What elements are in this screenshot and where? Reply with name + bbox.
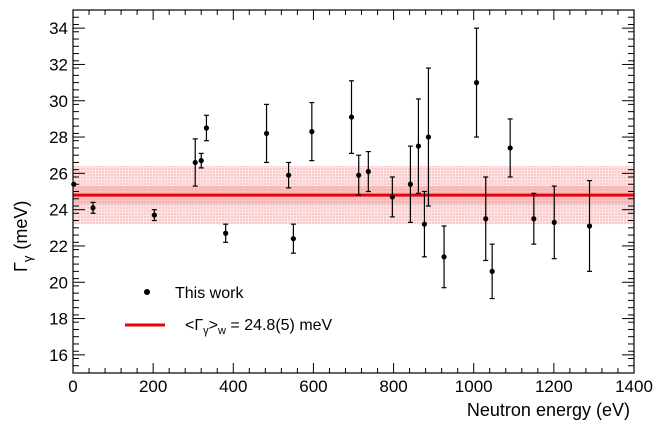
data-marker	[192, 159, 198, 166]
data-marker	[348, 114, 355, 120]
data-point-2	[90, 201, 96, 214]
data-point-22	[483, 176, 489, 262]
data-marker	[415, 143, 422, 149]
legend-avg-pre: <Γ	[185, 317, 203, 334]
data-marker	[285, 172, 292, 178]
y-tick-label: 30	[49, 92, 68, 111]
data-marker	[356, 172, 362, 178]
data-marker	[473, 80, 480, 86]
y-tick-label: 16	[49, 346, 68, 365]
data-marker	[90, 205, 96, 211]
data-marker	[203, 125, 210, 131]
data-marker	[389, 194, 395, 200]
data-points-layer	[71, 27, 593, 300]
y-tick-label: 24	[49, 201, 68, 220]
data-point-26	[551, 185, 557, 260]
data-point-7	[223, 223, 229, 243]
data-point-27	[586, 180, 593, 272]
data-marker	[425, 134, 432, 140]
y-axis-title-unit: (meV)	[11, 201, 31, 250]
uncertainty-band-layer	[73, 166, 634, 225]
y-axis-title-main: Γ	[11, 262, 31, 272]
data-point-5	[198, 152, 204, 169]
data-marker	[290, 236, 296, 242]
y-tick-label: 34	[49, 19, 68, 38]
legend-avg-sub-w: w	[217, 325, 226, 337]
data-point-11	[309, 101, 315, 162]
data-marker	[507, 145, 513, 151]
x-tick-label: 200	[139, 377, 167, 396]
data-point-6	[203, 114, 210, 142]
data-marker	[531, 216, 537, 222]
legend: This work <Γγ>w = 24.8(5) meV	[125, 285, 333, 337]
data-marker	[441, 254, 447, 260]
x-axis-title: Neutron energy (eV)	[467, 400, 630, 420]
legend-label-this-work: This work	[175, 285, 244, 302]
legend-avg-mid: >	[209, 317, 218, 334]
data-point-21	[473, 27, 480, 138]
data-marker	[586, 223, 593, 229]
data-marker	[551, 219, 557, 225]
data-point-17	[415, 98, 422, 194]
data-marker	[151, 212, 157, 218]
data-point-3	[151, 209, 157, 222]
y-tick-label: 28	[49, 128, 68, 147]
data-marker	[309, 129, 315, 135]
data-marker	[483, 216, 489, 222]
x-tick-label: 600	[299, 377, 327, 396]
data-point-15	[389, 176, 395, 218]
data-point-14	[365, 150, 371, 193]
y-axis-title-subscript: γ	[20, 255, 35, 262]
data-marker	[365, 168, 371, 175]
x-tick-label: 1000	[455, 377, 493, 396]
legend-label-weighted-average: <Γγ>w = 24.8(5) meV	[185, 317, 333, 337]
data-point-23	[489, 243, 495, 300]
x-tick-label: 800	[379, 377, 407, 396]
data-marker	[407, 181, 414, 187]
legend-marker-this-work	[144, 289, 150, 295]
data-point-18	[421, 190, 428, 258]
y-axis-title: Γγ (meV)	[11, 201, 35, 272]
data-point-4	[192, 138, 198, 187]
x-tick-label: 1400	[615, 377, 653, 396]
data-marker	[223, 230, 229, 236]
legend-avg-sub-gamma: γ	[203, 325, 209, 337]
x-tick-label: 1200	[535, 377, 573, 396]
y-tick-label: 20	[49, 273, 68, 292]
x-tick-label: 400	[219, 377, 247, 396]
data-point-24	[507, 118, 513, 178]
y-tick-label: 18	[49, 310, 68, 329]
y-tick-label: 32	[49, 55, 68, 74]
data-marker	[421, 221, 428, 227]
x-tick-label: 0	[68, 377, 77, 396]
data-point-19	[425, 67, 432, 207]
data-marker	[489, 268, 495, 274]
data-point-25	[531, 192, 537, 245]
data-point-20	[441, 225, 447, 289]
data-marker	[198, 158, 204, 164]
y-tick-label: 26	[49, 164, 68, 183]
data-point-9	[285, 161, 292, 189]
data-point-16	[407, 145, 414, 223]
axes-layer: 0 200 400 600 800 1000 1200 1400 16 18 20 22 24 26 28 3…	[49, 9, 653, 396]
legend-avg-post: = 24.8(5) meV	[226, 317, 333, 334]
data-marker	[263, 130, 270, 137]
data-point-12	[348, 80, 355, 154]
data-point-8	[263, 103, 270, 164]
data-point-13	[356, 154, 362, 196]
y-tick-label: 22	[49, 237, 68, 256]
data-point-10	[290, 223, 296, 254]
